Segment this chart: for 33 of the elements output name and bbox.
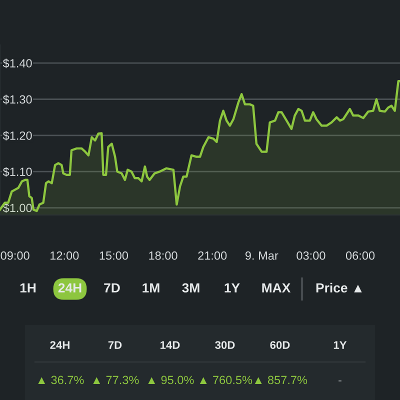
text: 3M <box>182 283 200 293</box>
y-tick-label: $1.10 <box>2 167 32 177</box>
text: ▲ 95.0% <box>148 376 194 384</box>
x-tick-label: 12:00 <box>50 251 79 260</box>
x-tick-label: 9. Mar <box>245 251 278 260</box>
text: 1H <box>20 283 36 292</box>
text: ▲ 36.7% <box>38 376 84 384</box>
x-tick-label: 18:00 <box>149 251 178 260</box>
text: ▲ 77.3% <box>93 376 139 384</box>
text: 14D <box>160 341 180 349</box>
text: ▲ 760.5% <box>200 376 252 384</box>
text: 24H <box>50 341 70 349</box>
x-tick-label: 15:00 <box>100 251 128 260</box>
text: - <box>338 380 342 382</box>
text: 1Y <box>224 283 240 292</box>
text: 24H <box>58 283 82 292</box>
text: 7D <box>104 283 120 292</box>
text: 1Y <box>334 341 347 349</box>
y-tick-label: $1.40 <box>2 58 32 68</box>
y-tick-label: $1.00 <box>2 203 32 213</box>
x-tick-label: 09:00 <box>0 251 30 260</box>
text: 30D <box>215 341 235 349</box>
text: Price ▲ <box>316 282 362 293</box>
text: MAX <box>262 283 291 292</box>
x-tick-label: 06:00 <box>346 251 375 260</box>
text: ▲ 857.7% <box>254 376 308 384</box>
text: 7D <box>108 341 122 349</box>
x-tick-label: 03:00 <box>296 251 326 260</box>
y-tick-label: $1.20 <box>2 130 32 141</box>
y-tick-label: $1.30 <box>2 94 32 104</box>
text: 60D <box>270 341 290 349</box>
text: 1M <box>142 283 160 292</box>
x-tick-label: 21:00 <box>198 251 227 260</box>
